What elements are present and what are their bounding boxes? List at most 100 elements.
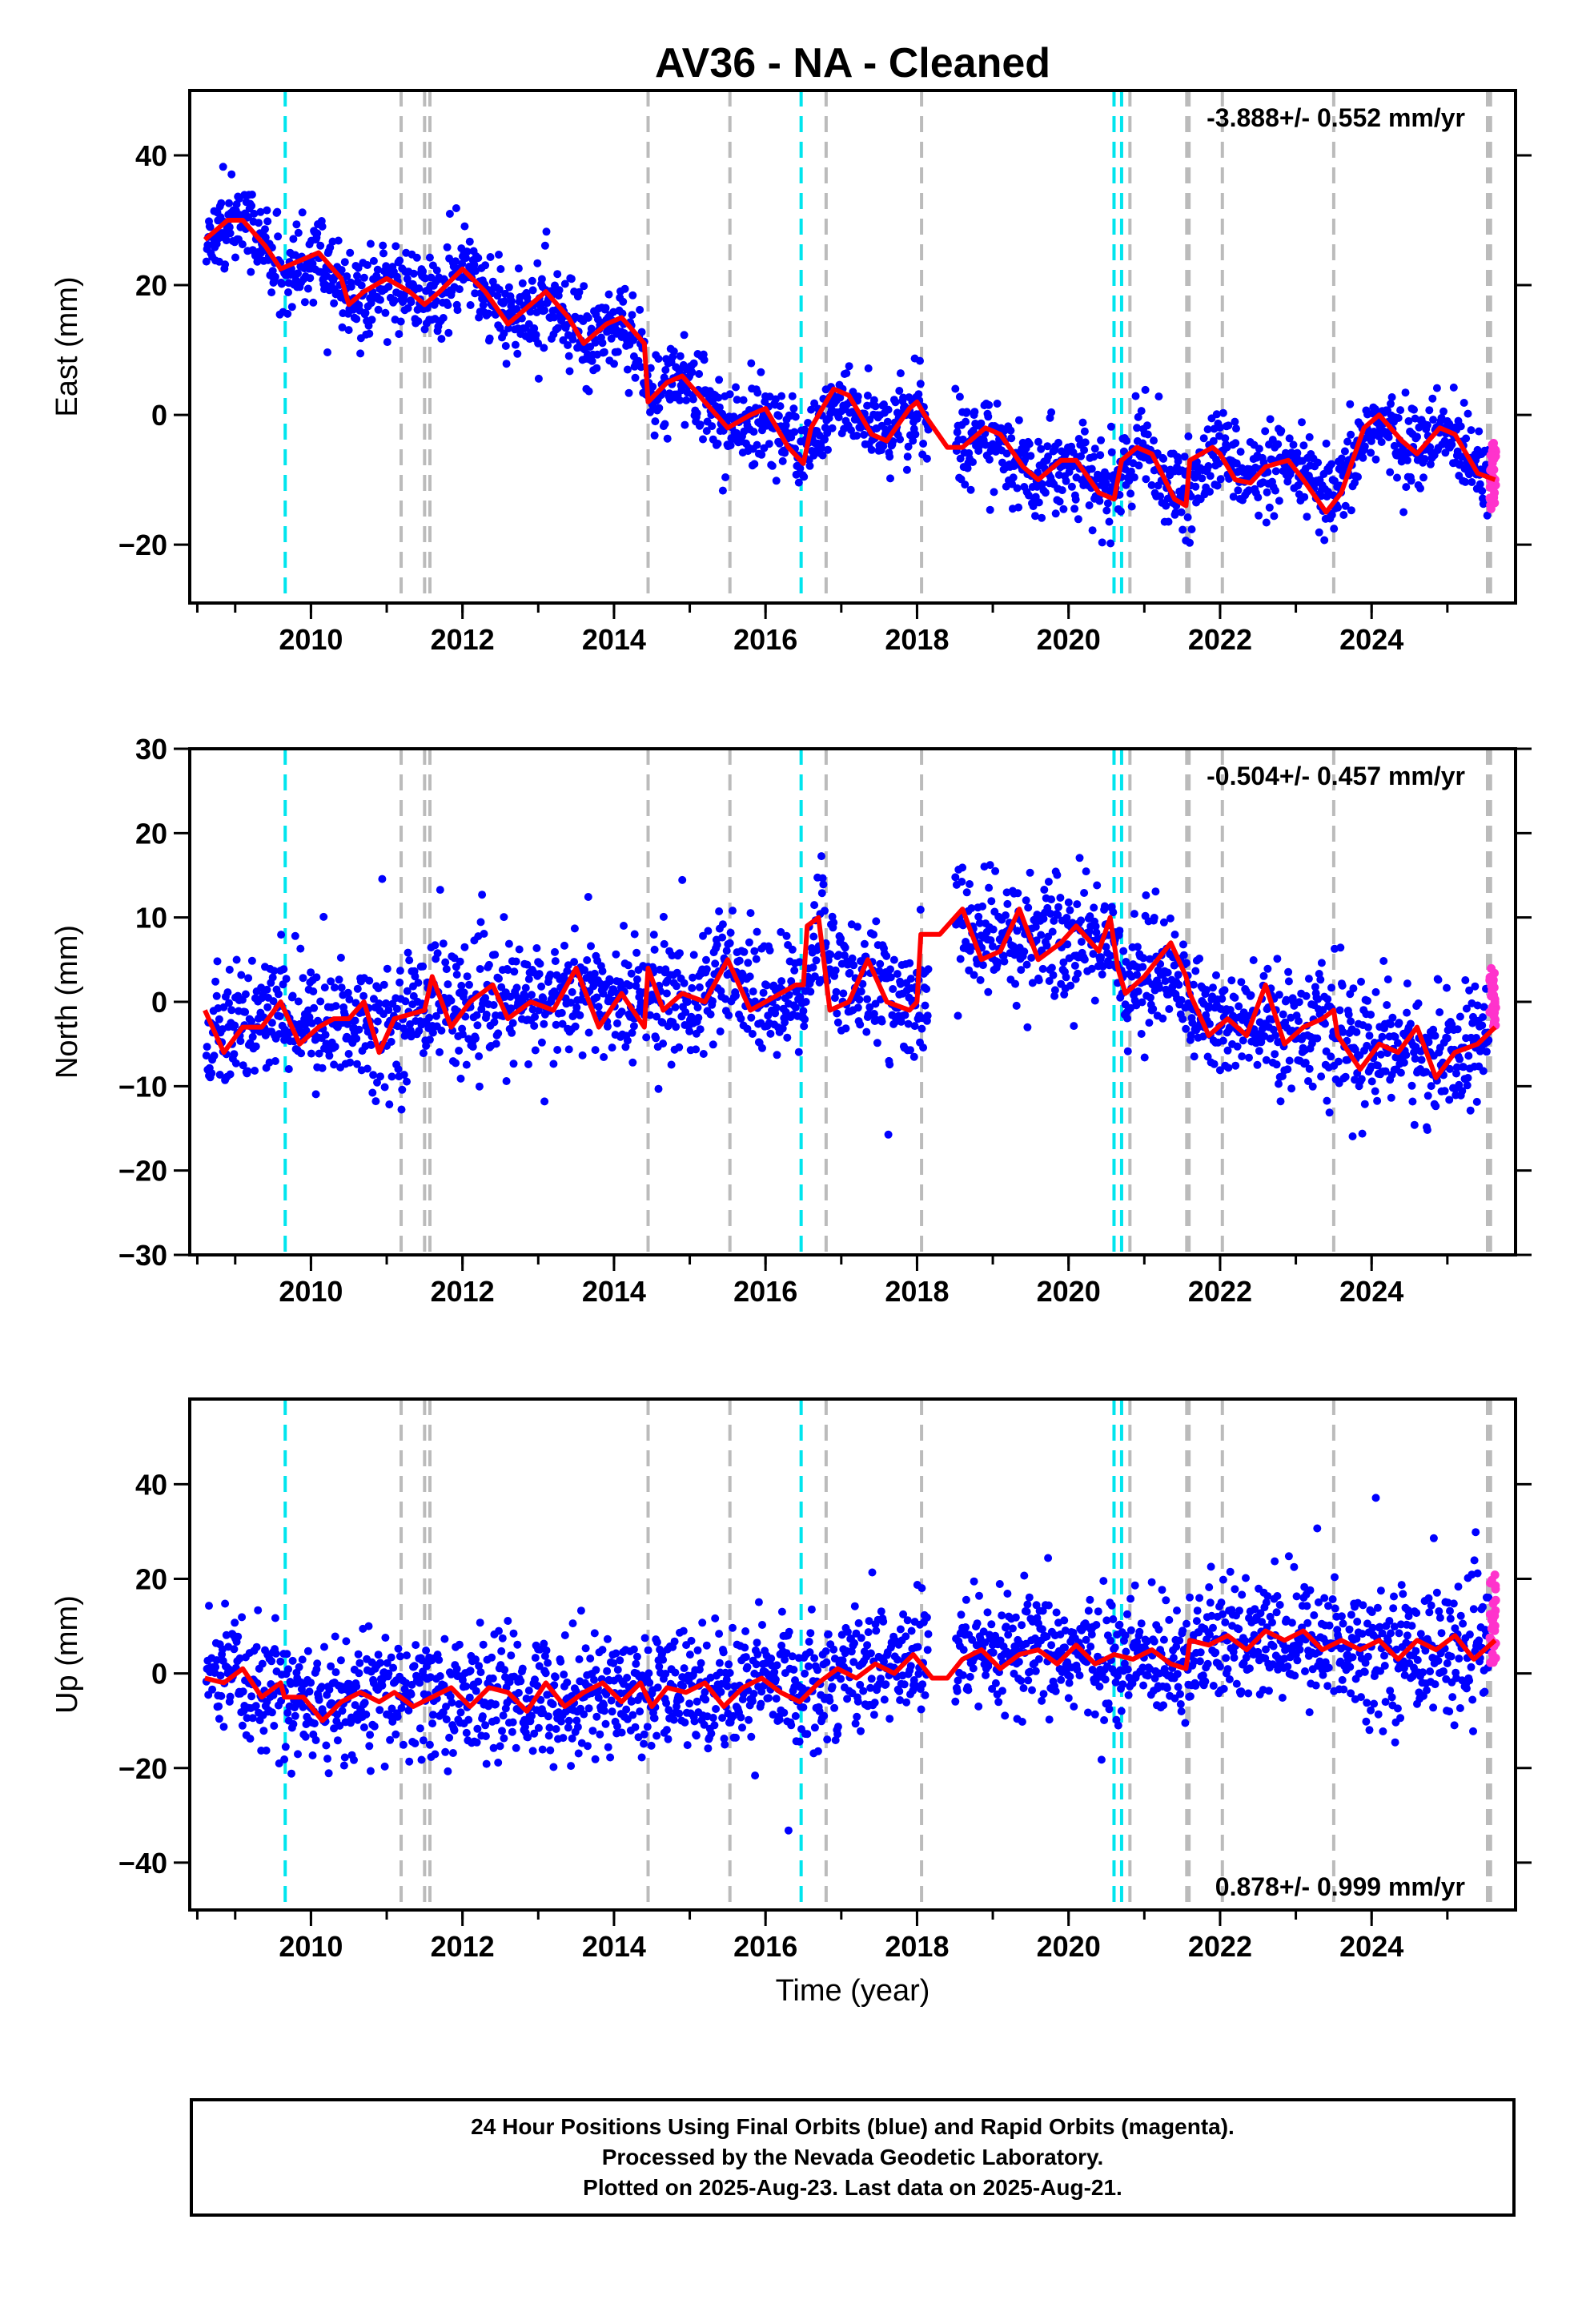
- final-orbit-point: [632, 1659, 640, 1668]
- final-orbit-point: [1077, 916, 1086, 925]
- final-orbit-point: [711, 959, 720, 968]
- final-orbit-point: [648, 382, 657, 391]
- final-orbit-point: [685, 1699, 694, 1708]
- final-orbit-point: [251, 1702, 260, 1711]
- final-orbit-point: [729, 412, 738, 421]
- final-orbit-point: [536, 1695, 545, 1704]
- final-orbit-point: [460, 988, 468, 997]
- final-orbit-point: [568, 1734, 576, 1743]
- final-orbit-point: [221, 260, 230, 269]
- final-orbit-point: [320, 1642, 328, 1651]
- final-orbit-point: [1025, 491, 1033, 500]
- final-orbit-point: [536, 1645, 544, 1654]
- final-orbit-point: [276, 1657, 285, 1666]
- final-orbit-point: [1119, 947, 1128, 955]
- final-orbit-point: [246, 1735, 255, 1743]
- final-orbit-point: [719, 1648, 728, 1657]
- final-orbit-point: [223, 988, 232, 997]
- final-orbit-point: [1461, 477, 1470, 486]
- final-orbit-point: [317, 1683, 326, 1691]
- final-orbit-point: [905, 959, 914, 967]
- final-orbit-point: [1395, 1019, 1403, 1027]
- final-orbit-point: [1133, 424, 1142, 432]
- final-orbit-point: [655, 404, 664, 412]
- final-orbit-point: [436, 1672, 444, 1680]
- final-orbit-point: [552, 1020, 560, 1029]
- final-orbit-point: [397, 1105, 406, 1114]
- final-orbit-point: [316, 241, 325, 250]
- final-orbit-point: [1478, 487, 1487, 495]
- final-orbit-point: [1443, 1034, 1452, 1043]
- final-orbit-point: [425, 1035, 434, 1044]
- final-orbit-point: [540, 1097, 549, 1106]
- final-orbit-point: [504, 966, 512, 975]
- final-orbit-point: [411, 1739, 420, 1747]
- final-orbit-point: [369, 995, 378, 1003]
- final-orbit-point: [1339, 1027, 1347, 1036]
- final-orbit-point: [783, 1033, 792, 1042]
- final-orbit-point: [1183, 513, 1192, 521]
- final-orbit-point: [984, 412, 993, 421]
- y-tick-label: 40: [135, 139, 167, 172]
- final-orbit-point: [1031, 512, 1039, 521]
- final-orbit-point: [528, 276, 536, 285]
- final-orbit-point: [1037, 931, 1046, 939]
- final-orbit-point: [325, 1051, 334, 1060]
- final-orbit-point: [540, 306, 549, 315]
- final-orbit-point: [1070, 505, 1079, 513]
- final-orbit-point: [217, 1691, 226, 1700]
- final-orbit-point: [725, 939, 734, 947]
- final-orbit-point: [230, 1645, 239, 1654]
- final-orbit-point: [394, 1644, 403, 1653]
- final-orbit-point: [853, 1003, 862, 1012]
- final-orbit-point: [584, 893, 592, 901]
- final-orbit-point: [625, 981, 634, 990]
- final-orbit-point: [215, 1702, 223, 1711]
- final-orbit-point: [404, 304, 412, 312]
- final-orbit-point: [504, 1617, 512, 1625]
- final-orbit-point: [378, 875, 387, 883]
- final-orbit-point: [732, 383, 740, 392]
- final-orbit-point: [670, 1637, 679, 1646]
- final-orbit-point: [1038, 513, 1046, 522]
- final-orbit-point: [528, 1711, 536, 1720]
- final-orbit-point: [268, 267, 277, 275]
- final-orbit-point: [536, 959, 544, 968]
- final-orbit-point: [1233, 1042, 1242, 1051]
- final-orbit-point: [292, 220, 301, 229]
- final-orbit-point: [535, 1662, 544, 1671]
- final-orbit-point: [1186, 538, 1194, 547]
- final-orbit-point: [1180, 452, 1189, 461]
- final-orbit-point: [1153, 449, 1162, 458]
- final-orbit-point: [777, 927, 785, 936]
- final-orbit-point: [436, 886, 444, 895]
- final-orbit-point: [594, 1694, 603, 1702]
- final-orbit-point: [380, 1083, 389, 1092]
- final-orbit-point: [800, 472, 809, 481]
- final-orbit-point: [788, 945, 797, 954]
- final-orbit-point: [323, 1755, 331, 1763]
- final-orbit-point: [497, 983, 506, 991]
- final-orbit-point: [709, 997, 717, 1006]
- figure-title: AV36 - NA - Cleaned: [655, 40, 1050, 86]
- final-orbit-point: [452, 204, 460, 212]
- final-orbit-point: [970, 971, 978, 979]
- final-orbit-point: [732, 1733, 740, 1742]
- final-orbit-point: [693, 409, 701, 417]
- final-orbit-point: [700, 1720, 709, 1729]
- final-orbit-point: [458, 1675, 467, 1684]
- final-orbit-point: [475, 1052, 484, 1060]
- final-orbit-point: [1024, 903, 1033, 912]
- final-orbit-point: [1050, 991, 1059, 1000]
- final-orbit-point: [828, 424, 837, 432]
- final-orbit-point: [528, 286, 537, 295]
- final-orbit-point: [1141, 385, 1150, 394]
- final-orbit-point: [1106, 951, 1115, 960]
- final-orbit-point: [384, 283, 393, 291]
- final-orbit-point: [499, 1711, 508, 1720]
- final-orbit-point: [1044, 452, 1053, 460]
- final-orbit-point: [1159, 454, 1168, 463]
- final-orbit-point: [212, 991, 221, 1000]
- final-orbit-point: [261, 233, 270, 242]
- final-orbit-point: [1106, 539, 1115, 548]
